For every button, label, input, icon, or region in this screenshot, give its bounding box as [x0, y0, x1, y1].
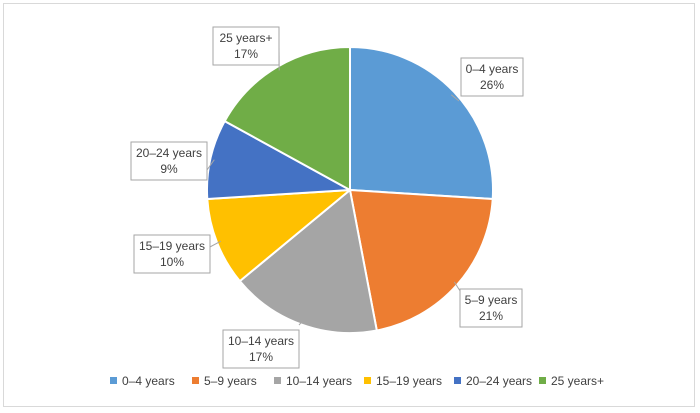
- legend-label-5-9-years: 5–9 years: [204, 374, 257, 388]
- legend-swatch-5-9-years: [192, 377, 199, 384]
- data-label-15-19-years: 15–19 years 10%: [134, 235, 221, 273]
- data-label-value-5-9-years: 21%: [479, 309, 503, 323]
- data-label-category-5-9-years: 5–9 years: [465, 293, 518, 307]
- data-label-20-24-years: 20–24 years 9%: [131, 142, 214, 180]
- pie-chart: 0–4 years 26% 5–9 years 21% 10–14 years 17% 15…: [4, 4, 696, 408]
- data-label-value-25-years: 17%: [234, 47, 258, 61]
- data-label-category-10-14-years: 10–14 years: [228, 334, 294, 348]
- data-label-category-0-4-years: 0–4 years: [466, 62, 519, 76]
- legend-item-0-4-years[interactable]: 0–4 years: [110, 374, 175, 388]
- data-label-category-20-24-years: 20–24 years: [136, 146, 202, 160]
- legend-item-25-years[interactable]: 25 years+: [539, 374, 604, 388]
- legend-label-10-14-years: 10–14 years: [286, 374, 352, 388]
- legend-label-20-24-years: 20–24 years: [466, 374, 532, 388]
- data-label-0-4-years: 0–4 years 26%: [451, 58, 523, 101]
- legend-swatch-25-years: [539, 377, 546, 384]
- legend-label-25-years: 25 years+: [551, 374, 604, 388]
- legend-item-10-14-years[interactable]: 10–14 years: [274, 374, 352, 388]
- legend-item-5-9-years[interactable]: 5–9 years: [192, 374, 257, 388]
- legend-label-15-19-years: 15–19 years: [376, 374, 442, 388]
- legend-item-15-19-years[interactable]: 15–19 years: [364, 374, 442, 388]
- legend: 0–4 years 5–9 years 10–14 years 15–19 years…: [110, 374, 604, 388]
- data-label-5-9-years: 5–9 years 21%: [454, 282, 522, 327]
- data-label-value-20-24-years: 9%: [160, 162, 178, 176]
- data-label-category-15-19-years: 15–19 years: [139, 239, 205, 253]
- legend-swatch-20-24-years: [454, 377, 461, 384]
- data-label-value-10-14-years: 17%: [249, 350, 273, 364]
- pie-slices: [207, 47, 493, 333]
- data-label-25-years: 25 years+ 17%: [213, 27, 279, 70]
- data-label-10-14-years: 10–14 years 17%: [223, 321, 303, 368]
- legend-swatch-0-4-years: [110, 377, 117, 384]
- legend-swatch-15-19-years: [364, 377, 371, 384]
- legend-label-0-4-years: 0–4 years: [122, 374, 175, 388]
- data-label-value-15-19-years: 10%: [160, 255, 184, 269]
- data-label-category-25-years: 25 years+: [219, 31, 272, 45]
- chart-frame: 0–4 years 26% 5–9 years 21% 10–14 years 17% 15…: [3, 3, 695, 407]
- legend-swatch-10-14-years: [274, 377, 281, 384]
- legend-item-20-24-years[interactable]: 20–24 years: [454, 374, 532, 388]
- data-label-value-0-4-years: 26%: [480, 78, 504, 92]
